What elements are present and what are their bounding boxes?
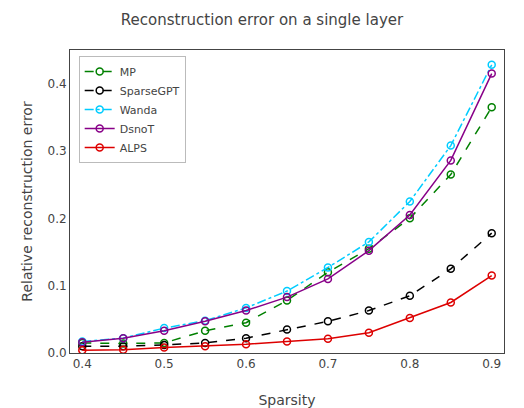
svg-text:MP: MP (120, 66, 136, 79)
svg-text:0.7: 0.7 (318, 357, 337, 371)
svg-text:SparseGPT: SparseGPT (120, 85, 180, 98)
svg-text:ALPS: ALPS (120, 142, 147, 155)
svg-text:0.6: 0.6 (237, 357, 256, 371)
svg-text:0.5: 0.5 (155, 357, 174, 371)
svg-text:0.4: 0.4 (73, 357, 92, 371)
svg-text:Sparsity: Sparsity (258, 392, 315, 408)
svg-text:0.8: 0.8 (400, 357, 419, 371)
svg-text:0.3: 0.3 (48, 144, 67, 158)
svg-text:0.2: 0.2 (48, 212, 67, 226)
svg-text:0.1: 0.1 (48, 279, 67, 293)
svg-text:0.0: 0.0 (48, 346, 67, 360)
svg-text:Reconstruction error on a sing: Reconstruction error on a single layer (121, 11, 404, 29)
svg-text:Wanda: Wanda (120, 104, 158, 117)
svg-text:Relative reconstruction error: Relative reconstruction error (19, 101, 35, 302)
svg-text:0.9: 0.9 (482, 357, 501, 371)
svg-text:DsnoT: DsnoT (120, 123, 155, 136)
svg-text:0.4: 0.4 (48, 77, 67, 91)
